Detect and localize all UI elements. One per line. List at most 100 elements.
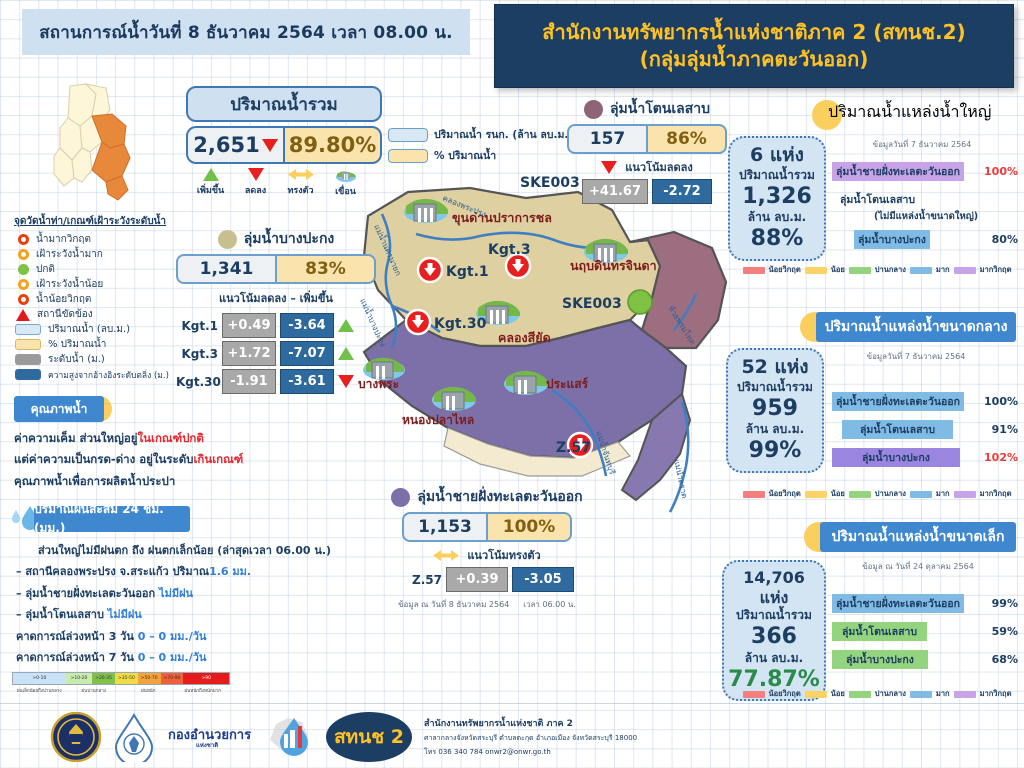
station-bank-height: -7.07 — [280, 341, 334, 366]
amount-legend-item-volume: ปริมาณน้ำ รนก. (ล้าน ลบ.ม.) — [388, 126, 598, 143]
list-item: ลุ่มน้ำชายฝั่งทะเลตะวันออก 100% — [832, 392, 1018, 411]
small-unit: ล้าน ลบ.ม. — [744, 650, 804, 665]
trend-legend-label: เขื่อน — [335, 187, 356, 197]
station-legend-item: ปกติ — [14, 262, 194, 277]
basin-percent-value: 68% — [991, 653, 1018, 666]
basin-percent-value: 100% — [984, 165, 1018, 178]
flood-command-logo-icon — [270, 718, 308, 756]
rainfall-forecast-7day: คาดการณ์ล่วงหน้า 7 วัน 0 – 0 มม./วัน — [16, 651, 207, 665]
status-chip — [909, 690, 932, 698]
rain-band: >0-10 — [13, 673, 66, 684]
basin-percent: 83% — [275, 254, 376, 284]
status-chip — [848, 490, 871, 498]
basin-percent: 100% — [486, 512, 572, 542]
station-legend-label: ปกติ — [36, 264, 55, 275]
basin-volume: 1,341 — [176, 254, 275, 284]
basin-area-tonlesap — [629, 230, 728, 350]
basin-name: ลุ่มน้ำบางปะกง — [243, 231, 335, 247]
trend-legend-item-increase: เพิ่มขึ้น — [188, 168, 233, 198]
warning-triangle-icon — [16, 308, 30, 321]
rainfall-scale-bands: >0-10 >10-20 >20-35 >35-50 >50-70 >70-90… — [12, 672, 230, 685]
basin-note: (ไม่มีแหล่งน้ำขนาดใหญ่) — [874, 211, 979, 222]
east-region-basin-map[interactable]: ขุนด่านปราการชล นฤบดินทรจินดา คลองสียัด … — [330, 170, 750, 530]
status-chip — [742, 490, 765, 498]
swatch-light-blue-icon — [388, 127, 428, 142]
dam-icon — [476, 300, 520, 325]
org-title-line1: สำนักงานทรัพยากรน้ำแห่งชาติภาค 2 (สทนช.2… — [542, 20, 966, 44]
map-station-marker-kgt1[interactable] — [416, 256, 444, 284]
basin-color-dot — [391, 487, 411, 507]
station-legend-label: สถานีขัดข้อง — [37, 309, 93, 320]
list-item: ลุ่มน้ำบางปะกง 68% — [832, 650, 1018, 669]
small-reservoir-tab[interactable]: ปริมาณน้ำแหล่งน้ำขนาดเล็ก — [820, 522, 1016, 552]
station-legend-label: น้ำน้อยวิกฤต — [36, 294, 92, 305]
water-quality-text: ค่าความเค็ม ส่วนใหญ่อยู่ในเกณฑ์ปกติ แต่ค… — [14, 428, 294, 492]
large-reservoir-tab[interactable]: ปริมาณน้ำแหล่งน้ำใหญ่ — [828, 102, 992, 121]
rain-band: >90 — [183, 673, 229, 684]
medium-reservoir-tab[interactable]: ปริมาณน้ำแหล่งน้ำขนาดกลาง — [816, 312, 1016, 342]
map-label-station-z57: Z.57 — [556, 440, 591, 456]
basin-panel-tonlesap: ลุ่มน้ำโตนเลสาบ 157 86% แนวโน้มลดลง +41.… — [552, 98, 742, 207]
station-level: +41.67 — [582, 179, 648, 204]
circle-orange-outline-icon — [18, 249, 29, 260]
status-chip — [804, 490, 827, 498]
rainfall-tab[interactable]: ปริมาณฝนสะสม 24 ชม.(มม.) — [34, 502, 190, 535]
basin-title-eastcoast: ลุ่มน้ำชายฝั่งทะเลตะวันออก — [372, 486, 602, 508]
rain-band: >35-50 — [115, 673, 138, 684]
water-quality-tab[interactable]: คุณภาพน้ำ — [14, 396, 104, 422]
station-code: Kgt.30 — [176, 374, 221, 389]
basin-trend-tonlesap: แนวโน้มลดลง — [552, 158, 742, 176]
basin-values-eastcoast: 1,153 100% — [402, 512, 572, 542]
map-station-marker-z57[interactable] — [566, 431, 594, 459]
rainfall-item: – ลุ่มน้ำโตนเลสาบ ไม่มีฝน — [16, 608, 142, 622]
map-label-station-kgt30: Kgt.30 — [434, 316, 487, 332]
basin-percent-value: 100% — [984, 395, 1018, 408]
table-row: +41.67 -2.72 — [552, 179, 742, 204]
map-station-marker-kgt30[interactable] — [404, 308, 432, 336]
rainfall-forecast-3day: คาดการณ์ล่วงหน้า 3 วัน 0 – 0 มม./วัน — [16, 629, 207, 643]
medium-percent: 99% — [748, 438, 802, 464]
basin-trend-label: แนวโน้มทรงตัว — [467, 549, 541, 562]
table-row: Kgt.30 -1.91 -3.61 — [176, 369, 376, 394]
map-station-marker-kgt3[interactable] — [504, 252, 532, 280]
circle-red-outline-icon — [18, 294, 29, 305]
medium-reservoir-list: ลุ่มน้ำชายฝั่งทะเลตะวันออก 100% ลุ่มน้ำโ… — [832, 392, 1018, 476]
station-table-bangpakong: Kgt.1 +0.49 -3.64 Kgt.3 +1.72 -7.07 Kgt.… — [176, 313, 376, 394]
map-label-station-ske003-top: SKE003 — [520, 175, 580, 191]
org-title-line2: (กลุ่มลุ่มน้ำภาคตะวันออก) — [639, 47, 869, 71]
station-bank-height: -3.64 — [280, 313, 334, 338]
amount-legend-label: % ปริมาณน้ำ — [434, 150, 497, 162]
list-item: ลุ่มน้ำโตนเลสาบ 59% — [832, 622, 1018, 641]
basin-values-bangpakong: 1,341 83% — [176, 254, 376, 284]
basin-volume: 1,153 — [402, 512, 486, 542]
rain-band: >20-35 — [92, 673, 115, 684]
rainfall-summary: ส่วนใหญ่ไม่มีฝนตก ถึง ฝนตกเล็กน้อย (ล่าส… — [38, 544, 332, 557]
map-label-dam-prasae: ประแสร์ — [546, 377, 589, 391]
medium-volume: 959 — [752, 395, 798, 421]
medium-count: 52 แห่ง — [741, 356, 809, 378]
status-legend-small: น้อยวิกฤต น้อย ปานกลาง มาก มากวิกฤต — [734, 688, 1020, 700]
basin-bar-label: ลุ่มน้ำบางปะกง — [832, 650, 928, 669]
station-legend-label: น้ำมากวิกฤต — [36, 234, 91, 245]
small-reservoir-list: ลุ่มน้ำชายฝั่งทะเลตะวันออก 99% ลุ่มน้ำโต… — [832, 594, 1018, 678]
station-legend-label: เฝ้าระวังน้ำมาก — [36, 249, 103, 260]
trend-legend-label: ลดลง — [244, 186, 267, 196]
station-level: +0.39 — [446, 567, 508, 592]
large-reservoir-summary: 6 แห่ง ปริมาณน้ำรวม 1,326 ล้าน ลบ.ม. 88% — [728, 136, 826, 261]
small-total-label: ปริมาณน้ำรวม — [736, 608, 812, 622]
basin-trend-label: แนวโน้มลดลง — [625, 161, 693, 174]
station-code: Z.57 — [412, 572, 442, 587]
triangle-down-red-icon — [338, 375, 354, 388]
trend-legend-item-decrease: ลดลง — [233, 168, 278, 198]
station-code: Kgt.1 — [181, 318, 218, 333]
water-quality-line-1: ค่าความเค็ม ส่วนใหญ่อยู่ในเกณฑ์ปกติ — [14, 431, 204, 445]
map-station-marker-ske003[interactable] — [627, 289, 653, 315]
footer-address: ศาลากลางจังหวัดสระบุรี ตำบลตะกุด อำเภอเม… — [424, 734, 638, 742]
station-legend-item: เฝ้าระวังน้ำมาก — [14, 247, 194, 262]
footer-divider — [0, 703, 1024, 704]
trend-legend-label: เพิ่มขึ้น — [196, 186, 225, 196]
status-chip — [909, 266, 932, 274]
medium-unit: ล้าน ลบ.ม. — [745, 422, 805, 437]
status-legend-medium: น้อยวิกฤต น้อย ปานกลาง มาก มากวิกฤต — [734, 488, 1020, 500]
small-percent: 77.87% — [728, 666, 820, 692]
